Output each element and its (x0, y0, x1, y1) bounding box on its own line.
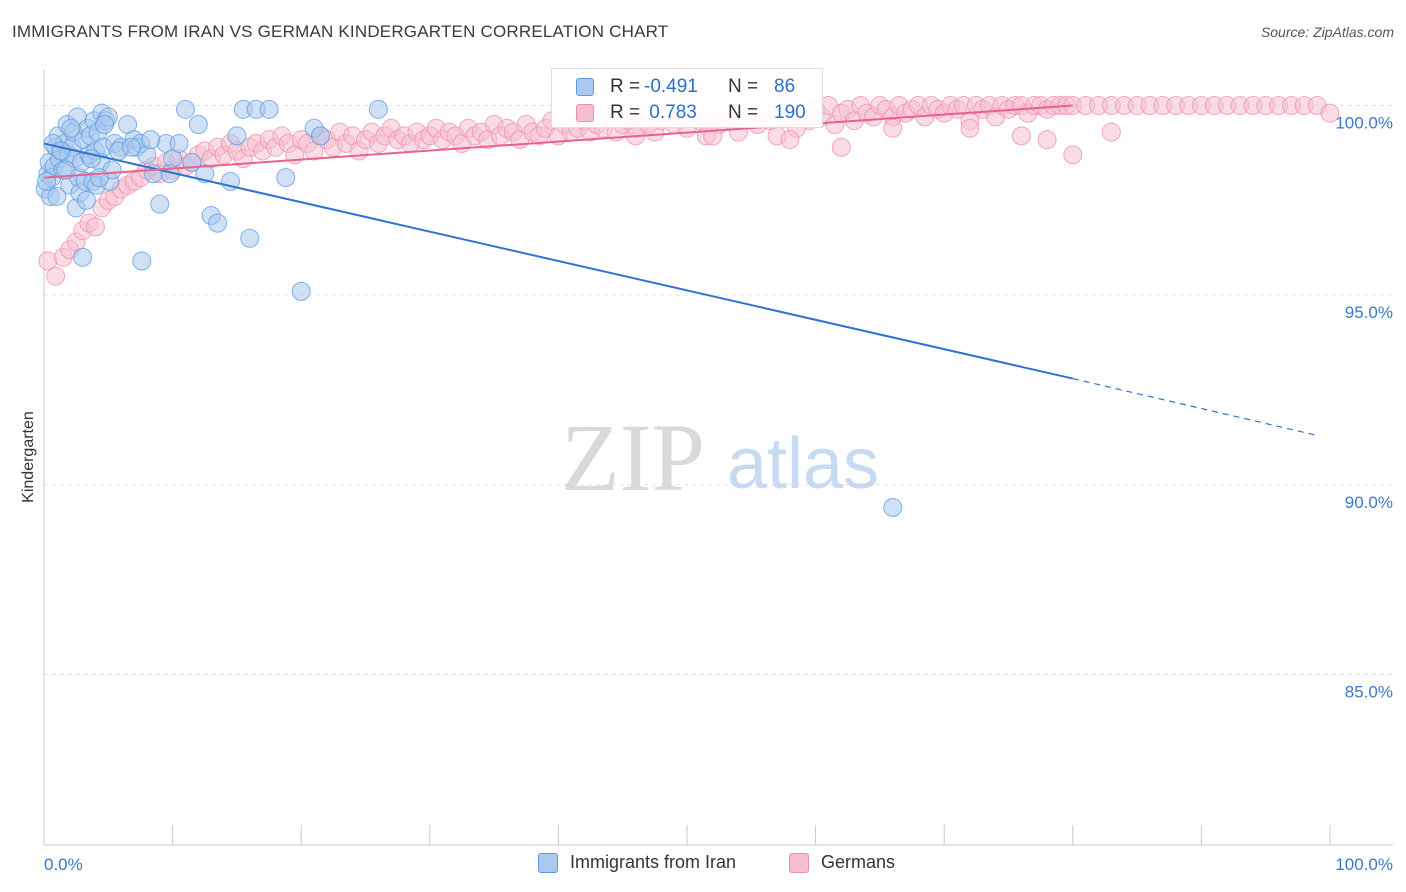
iran-data-point (94, 115, 114, 135)
iran-data-point (368, 99, 388, 119)
legend-n-label: N = (728, 76, 759, 97)
series-iran-points (35, 99, 903, 518)
legend-label-iran: Immigrants from Iran (570, 852, 737, 872)
iran-data-point (310, 126, 330, 146)
iran-data-point (121, 137, 141, 157)
x-tick-label: 100.0% (1335, 855, 1393, 874)
watermark-zip: ZIP (561, 404, 705, 511)
y-tick-label: 90.0% (1345, 493, 1393, 512)
germans-data-point (1320, 103, 1340, 123)
iran-data-point (47, 187, 67, 207)
iran-data-point (73, 247, 93, 267)
legend-r-label: R = (610, 76, 641, 97)
legend-r-value: 0.783 (644, 102, 697, 123)
iran-data-point (76, 190, 96, 210)
source-label: Source: ZipAtlas.com (1260, 24, 1394, 40)
y-tick-label: 85.0% (1345, 682, 1393, 701)
legend-n-label: N = (728, 102, 759, 123)
chart-title: IMMIGRANTS FROM IRAN VS GERMAN KINDERGAR… (12, 22, 669, 41)
x-ticks (43, 825, 1331, 845)
axes (43, 70, 1393, 846)
legend-r-value: -0.491 (644, 76, 698, 97)
legend-label-germans: Germans (821, 852, 896, 872)
iran-trend-line (43, 142, 1074, 380)
iran-data-point (51, 141, 71, 161)
iran-data-point (208, 213, 228, 233)
legend-n-value: 190 (774, 102, 806, 123)
iran-data-point (150, 194, 170, 214)
y-tick-labels: 100.0% 95.0% 90.0% 85.0% (1335, 114, 1393, 702)
iran-data-point (259, 99, 279, 119)
iran-data-point (56, 160, 76, 180)
x-tick-labels: 0.0% 100.0% (44, 855, 1393, 874)
legend-r-label: R = (610, 102, 641, 123)
iran-data-point (276, 168, 296, 188)
iran-data-point (141, 130, 161, 150)
germans-data-point (1037, 130, 1057, 150)
germans-data-point (831, 137, 851, 157)
germans-data-point (883, 118, 903, 138)
iran-data-point (89, 168, 109, 188)
germans-data-point (1011, 126, 1031, 146)
iran-data-point (169, 133, 189, 153)
y-tick-label: 95.0% (1345, 303, 1393, 322)
legend-swatch-germans (576, 104, 594, 122)
iran-data-point (240, 228, 260, 248)
trend-lines (43, 104, 1318, 437)
germans-data-point (960, 118, 980, 138)
legend-n-value: 86 (774, 76, 796, 97)
iran-trend-extension (1072, 377, 1318, 437)
gridlines (44, 105, 1393, 675)
germans-data-point (780, 130, 800, 150)
iran-data-point (175, 99, 195, 119)
legend-swatch-germans (789, 853, 809, 873)
germans-data-point (46, 266, 66, 286)
iran-data-point (132, 251, 152, 271)
watermark-atlas: atlas (727, 424, 879, 504)
germans-data-point (1063, 145, 1083, 165)
watermark: ZIP atlas (561, 404, 879, 511)
correlation-legend: R = -0.491 N = 86 R = 0.783 N = 190 (551, 68, 823, 128)
y-axis-title: Kindergarten (20, 411, 37, 503)
iran-data-point (61, 118, 81, 138)
legend-swatch-iran (576, 78, 594, 96)
x-tick-label: 0.0% (44, 855, 83, 874)
y-tick-label: 100.0% (1335, 114, 1393, 133)
iran-data-point (37, 171, 57, 191)
germans-data-point (85, 217, 105, 237)
legend-swatch-iran (538, 853, 558, 873)
germans-trend-line (43, 104, 1073, 179)
iran-data-point (227, 126, 247, 146)
iran-data-point (188, 115, 208, 135)
iran-data-point (883, 498, 903, 518)
iran-data-point (291, 281, 311, 301)
germans-data-point (1101, 122, 1121, 142)
